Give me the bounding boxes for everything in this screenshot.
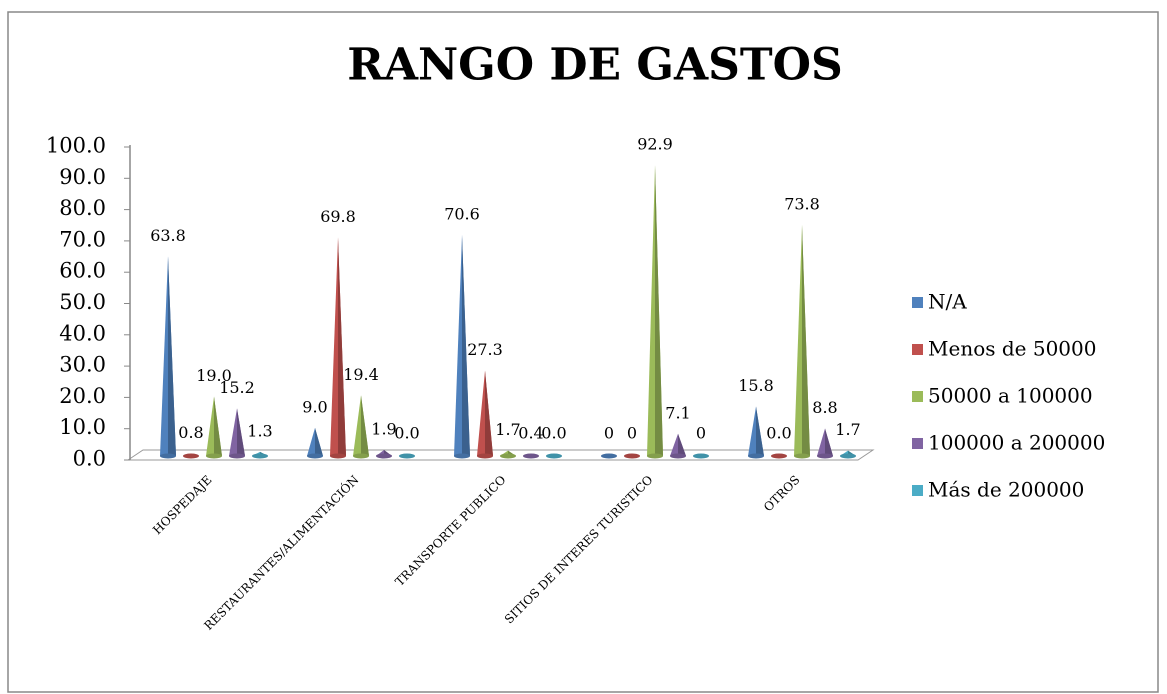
cone bbox=[353, 395, 369, 459]
cone bbox=[624, 453, 640, 459]
value-label: 9.0 bbox=[302, 397, 327, 416]
cone bbox=[454, 235, 470, 459]
cone bbox=[748, 406, 764, 459]
y-tick-label: 30.0 bbox=[59, 353, 106, 377]
value-label: 0 bbox=[627, 424, 637, 443]
y-tick-label: 20.0 bbox=[59, 384, 106, 408]
value-label: 1.7 bbox=[835, 420, 860, 439]
value-label: 0.0 bbox=[766, 424, 791, 443]
value-label: 1.3 bbox=[247, 421, 272, 440]
y-tick-label: 70.0 bbox=[59, 227, 106, 251]
cone bbox=[771, 453, 787, 459]
legend-swatch bbox=[912, 485, 923, 496]
cone bbox=[840, 450, 856, 459]
cone bbox=[523, 453, 539, 459]
legend-label: Menos de 50000 bbox=[928, 337, 1096, 361]
legend-swatch bbox=[912, 438, 923, 449]
cone bbox=[477, 370, 493, 459]
legend-label: 50000 a 100000 bbox=[928, 384, 1093, 408]
cone bbox=[817, 428, 833, 459]
legend-swatch bbox=[912, 344, 923, 355]
value-label: 92.9 bbox=[637, 135, 673, 154]
value-label: 1.7 bbox=[495, 420, 520, 439]
cone bbox=[229, 408, 245, 459]
value-label: 0.4 bbox=[518, 424, 543, 443]
legend-label: N/A bbox=[928, 290, 967, 314]
value-label: 70.6 bbox=[444, 205, 480, 224]
cone bbox=[206, 396, 222, 459]
value-label: 27.3 bbox=[467, 340, 503, 359]
cone bbox=[330, 237, 346, 459]
value-label: 0.0 bbox=[541, 424, 566, 443]
y-tick-label: 60.0 bbox=[59, 259, 106, 283]
legend-swatch bbox=[912, 391, 923, 402]
legend-label: 100000 a 200000 bbox=[928, 431, 1105, 455]
value-label: 1.9 bbox=[371, 420, 396, 439]
value-label: 63.8 bbox=[150, 226, 186, 245]
y-tick-label: 10.0 bbox=[59, 415, 106, 439]
value-label: 73.8 bbox=[784, 195, 820, 214]
legend-swatch bbox=[912, 297, 923, 308]
y-tick-label: 90.0 bbox=[59, 165, 106, 189]
y-tick-label: 0.0 bbox=[73, 447, 106, 471]
cone bbox=[670, 433, 686, 459]
value-label: 0 bbox=[696, 424, 706, 443]
y-tick-label: 100.0 bbox=[46, 134, 106, 158]
cone bbox=[647, 165, 663, 459]
cone bbox=[546, 453, 562, 459]
cone bbox=[160, 256, 176, 459]
cone bbox=[183, 453, 199, 459]
y-tick-label: 50.0 bbox=[59, 290, 106, 314]
value-label: 0 bbox=[604, 424, 614, 443]
value-label: 15.8 bbox=[738, 376, 774, 395]
cone bbox=[376, 450, 392, 459]
value-label: 7.1 bbox=[665, 403, 690, 422]
cone bbox=[252, 451, 268, 459]
cone bbox=[693, 453, 709, 459]
cone bbox=[399, 453, 415, 459]
y-tick-label: 80.0 bbox=[59, 196, 106, 220]
cone bbox=[601, 453, 617, 459]
value-label: 15.2 bbox=[219, 378, 255, 397]
value-label: 19.4 bbox=[343, 365, 379, 384]
cone bbox=[794, 225, 810, 459]
cone bbox=[307, 427, 323, 459]
value-label: 19.0 bbox=[196, 366, 232, 385]
value-label: 8.8 bbox=[812, 398, 837, 417]
value-label: 0.0 bbox=[394, 424, 419, 443]
y-tick-label: 40.0 bbox=[59, 321, 106, 345]
cone bbox=[500, 450, 516, 459]
value-label: 0.8 bbox=[178, 423, 203, 442]
value-label: 69.8 bbox=[320, 207, 356, 226]
chart-title: RANGO DE GASTOS bbox=[347, 40, 843, 91]
chart-border bbox=[7, 11, 1159, 693]
legend-label: Más de 200000 bbox=[928, 478, 1084, 502]
